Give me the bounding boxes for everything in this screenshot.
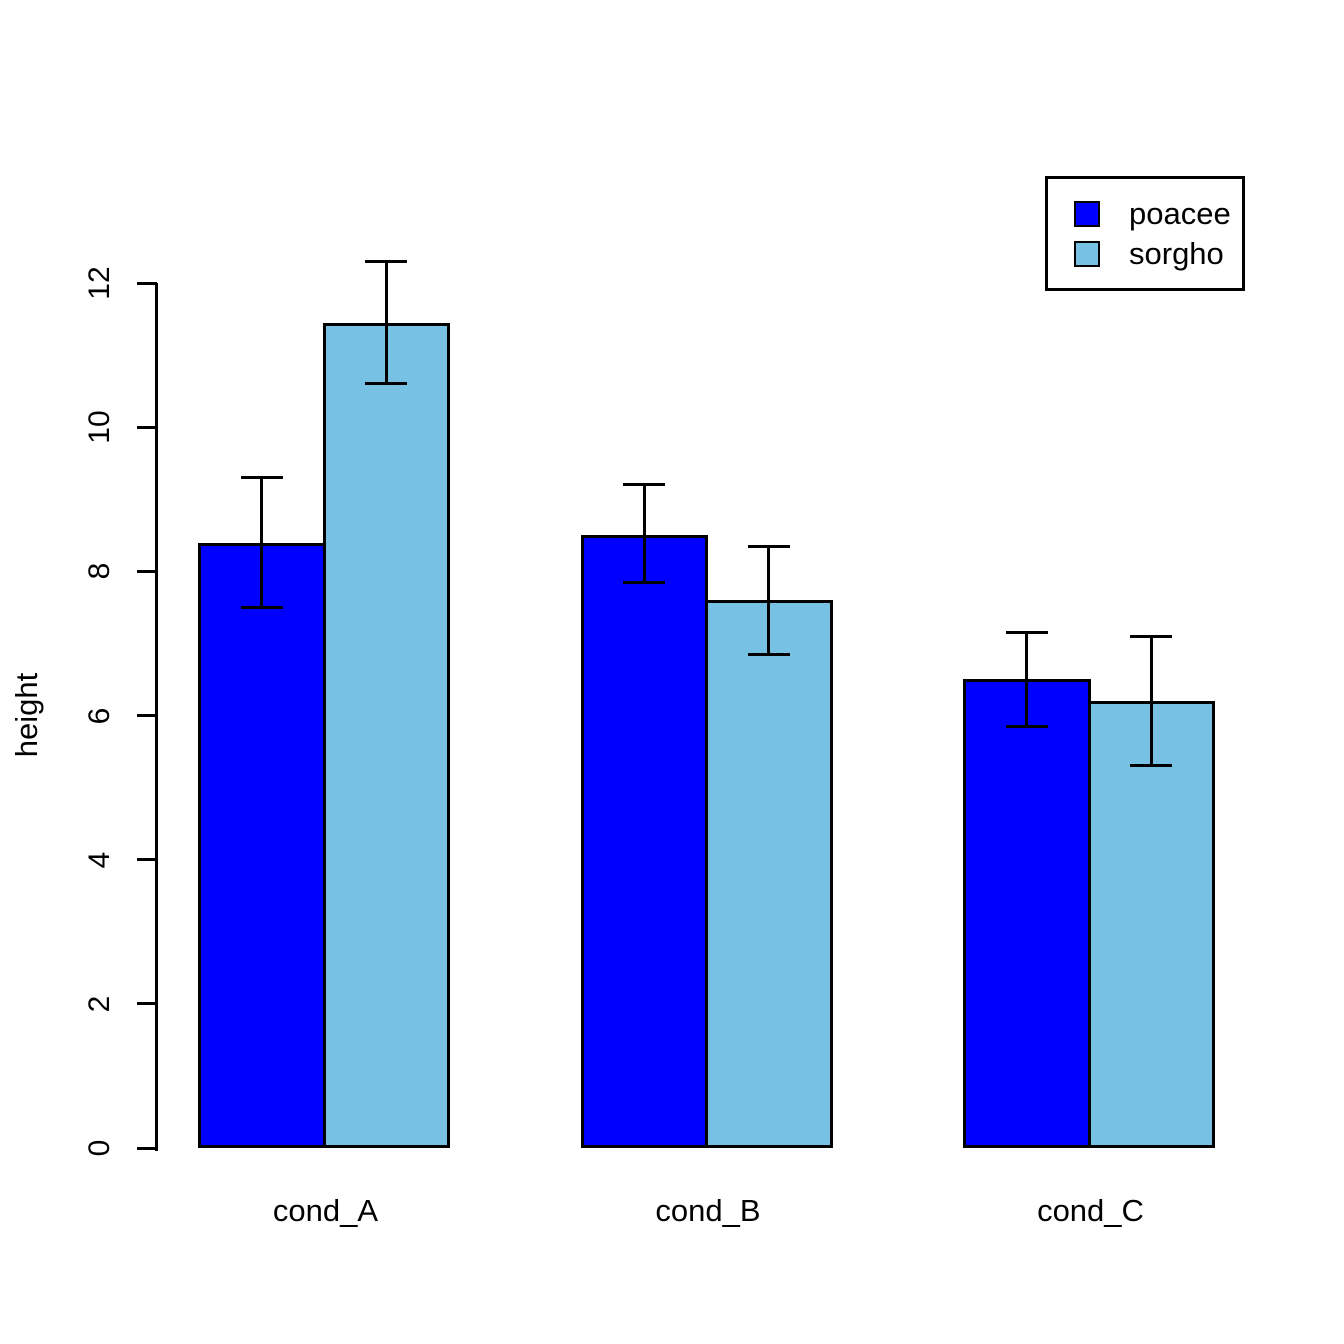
y-tick-label: 2 (83, 995, 116, 1013)
y-tick-mark (137, 714, 157, 717)
y-tick-mark (137, 858, 157, 862)
y-tick-label: 0 (83, 1139, 116, 1157)
bar-poacee-cond_C (963, 679, 1091, 1148)
error-bar-cap-top (623, 483, 666, 487)
x-tick-label-cond_B: cond_B (655, 1193, 761, 1228)
y-tick-mark (137, 281, 157, 285)
error-bar-cap-top (1005, 631, 1048, 635)
bar-sorgho-cond_A (322, 322, 450, 1148)
y-axis-line (155, 283, 158, 1151)
error-bar-cap-bottom (747, 652, 790, 656)
legend-item-poacee: poacee (1074, 198, 1242, 229)
bar-poacee-cond_A (198, 542, 326, 1148)
error-bar-line (260, 477, 264, 608)
error-bar-line (1025, 632, 1029, 727)
error-bar-line (642, 484, 646, 583)
error-bar-cap-bottom (1130, 764, 1173, 768)
bar-sorgho-cond_C (1087, 701, 1215, 1148)
y-tick-label: 8 (83, 562, 116, 580)
error-bar-line (767, 546, 771, 655)
y-tick-mark (137, 1146, 157, 1150)
error-bar-cap-bottom (1005, 724, 1048, 728)
error-bar-cap-top (365, 259, 408, 263)
legend-item-sorgho: sorgho (1074, 238, 1242, 269)
error-bar-cap-bottom (240, 605, 283, 609)
legend-swatch-poacee (1074, 200, 1100, 227)
y-tick-label: 4 (83, 851, 116, 868)
y-tick-mark (137, 569, 157, 573)
y-tick-label: 10 (83, 410, 116, 444)
legend-label-poacee: poacee (1129, 196, 1231, 231)
legend: poacee sorgho (1045, 176, 1245, 291)
y-axis-title: height (9, 672, 44, 758)
error-bar-cap-top (240, 476, 283, 480)
y-tick-mark (137, 1002, 157, 1006)
bar-sorgho-cond_B (705, 600, 833, 1148)
bar-poacee-cond_B (580, 535, 708, 1148)
error-bar-cap-top (747, 544, 790, 548)
error-bar-cap-bottom (365, 382, 408, 386)
x-tick-label-cond_C: cond_C (1037, 1193, 1144, 1228)
legend-swatch-sorgho (1074, 240, 1100, 267)
error-bar-line (384, 261, 388, 384)
y-tick-label: 12 (83, 266, 116, 300)
x-tick-label-cond_A: cond_A (272, 1193, 379, 1228)
error-bar-line (1149, 636, 1153, 766)
error-bar-cap-bottom (623, 580, 666, 584)
error-bar-cap-top (1130, 634, 1173, 638)
legend-label-sorgho: sorgho (1129, 236, 1224, 271)
y-tick-mark (137, 425, 157, 429)
y-tick-label: 6 (83, 707, 116, 724)
